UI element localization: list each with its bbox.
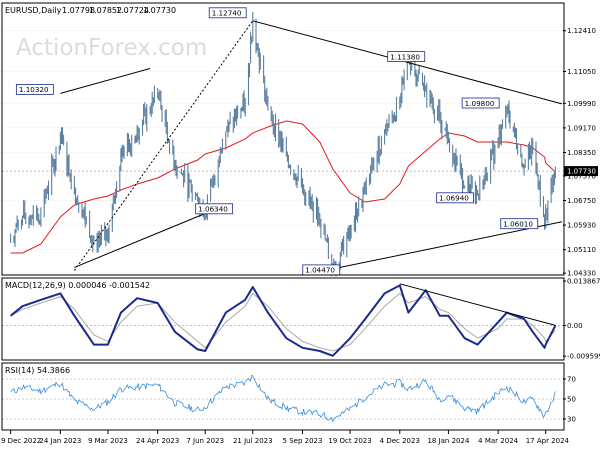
watermark: ActionForex.com xyxy=(16,35,207,61)
price-tick-label: 1.04330 xyxy=(567,270,596,278)
rsi-tick-label: 30 xyxy=(567,416,576,424)
ohlc-low: 1.07724 xyxy=(116,6,149,15)
price-tick-label: 1.06750 xyxy=(567,197,596,205)
date-tick-label: 19 Oct 2023 xyxy=(328,437,371,445)
price-level-box xyxy=(500,218,539,230)
macd-panel-frame xyxy=(1,277,565,361)
price-tick-label: 1.11050 xyxy=(567,68,596,76)
rsi-tick-label: 70 xyxy=(567,376,576,384)
rsi-panel: 70 50 30 RSI(14) 54.3866 xyxy=(1,362,576,431)
moving-average-path xyxy=(10,120,556,254)
rsi-path xyxy=(10,374,556,423)
price-level-box xyxy=(208,7,247,19)
price-level-label: 1.04470 xyxy=(305,266,335,275)
moving-average-line xyxy=(10,120,556,254)
trendline xyxy=(60,68,151,94)
rsi-guide-lines xyxy=(2,378,563,420)
price-tick-label: 1.08350 xyxy=(567,149,596,157)
price-grid xyxy=(2,30,563,274)
price-panel: ActionForex.com 1.10320 1.06340 1.12740 1.0… xyxy=(1,2,598,278)
trendline xyxy=(332,221,563,270)
price-level-label: 1.06340 xyxy=(198,205,228,214)
rsi-title: RSI(14) 54.3866 xyxy=(5,366,70,375)
macd-tick-label: 0.00 xyxy=(567,322,583,330)
macd-panel: 0.013867 0.00 -0.009599 MACD(12,26,9) 0.00… xyxy=(1,277,600,361)
date-tick-label: 17 Apr 2024 xyxy=(526,437,570,445)
price-level-label: 1.12740 xyxy=(212,9,242,18)
price-tick-label: 1.12410 xyxy=(567,27,596,35)
macd-trendline-path xyxy=(399,283,556,326)
date-tick-label: 9 Dec 2022 xyxy=(1,437,41,445)
macd-line xyxy=(9,284,557,357)
price-bars xyxy=(10,11,556,277)
price-tick-label: 1.05930 xyxy=(567,222,596,230)
price-level-label: 1.06010 xyxy=(503,220,533,229)
rsi-line xyxy=(10,374,556,423)
price-header-box xyxy=(3,4,163,15)
price-level-box xyxy=(461,97,500,109)
current-price-box xyxy=(564,166,598,177)
chart-title: EURUSD,Daily xyxy=(5,6,62,15)
dashed-trendline xyxy=(74,20,254,271)
trendline xyxy=(252,20,563,105)
price-tick-label: 1.07570 xyxy=(567,172,596,180)
price-level-label: 1.06940 xyxy=(439,194,469,203)
date-tick-label: 4 Mar 2024 xyxy=(478,437,518,445)
macd-path xyxy=(9,284,557,357)
date-tick-label: 21 Jul 2023 xyxy=(233,437,273,445)
price-level-box xyxy=(387,51,426,62)
ohlc-open: 1.07798 xyxy=(62,6,95,15)
price-level-box xyxy=(436,192,475,204)
price-axis-ticks: 1.12410 1.11050 1.09990 1.09170 1.08350 1.075… xyxy=(563,27,598,278)
ohlc-close: 1.07730 xyxy=(143,6,176,15)
rsi-tick-label: 50 xyxy=(567,396,576,404)
price-level-labels: 1.10320 1.06340 1.12740 1.04470 1.11380 1.069… xyxy=(15,7,539,276)
rsi-panel-frame xyxy=(1,362,565,431)
price-tick-label: 1.09170 xyxy=(567,124,596,132)
price-trendlines xyxy=(2,20,563,271)
date-tick-label: 4 Dec 2023 xyxy=(380,437,420,445)
ohlc-values: 1.07798 1.07852 1.07724 1.07730 xyxy=(62,6,176,15)
macd-trendline xyxy=(399,283,556,326)
date-tick-label: 7 Jun 2023 xyxy=(186,437,224,445)
date-tick-label: 24 Jan 2023 xyxy=(39,437,81,445)
price-tick-label: 1.09990 xyxy=(567,100,596,108)
macd-title: MACD(12,26,9) 0.000046 -0.001542 xyxy=(5,281,150,290)
ohlc-high: 1.07852 xyxy=(89,6,122,15)
price-level-box xyxy=(195,203,234,215)
current-price-label: 1.07730 xyxy=(567,168,596,176)
date-tick-label: 9 Mar 2023 xyxy=(88,437,128,445)
price-tick-label: 1.05110 xyxy=(567,246,596,254)
macd-tick-label: -0.009599 xyxy=(567,353,600,361)
date-tick-label: 24 Apr 2023 xyxy=(136,437,179,445)
price-level-label: 1.09800 xyxy=(465,99,495,108)
trendline xyxy=(74,204,226,268)
price-panel-frame xyxy=(1,2,565,276)
price-level-label: 1.11380 xyxy=(390,52,420,61)
price-level-box xyxy=(15,84,54,95)
price-level-label: 1.10320 xyxy=(19,85,49,94)
date-tick-label: 18 Jan 2024 xyxy=(427,437,470,445)
date-tick-label: 5 Sep 2023 xyxy=(283,437,323,445)
macd-tick-label: 0.013867 xyxy=(567,278,600,286)
